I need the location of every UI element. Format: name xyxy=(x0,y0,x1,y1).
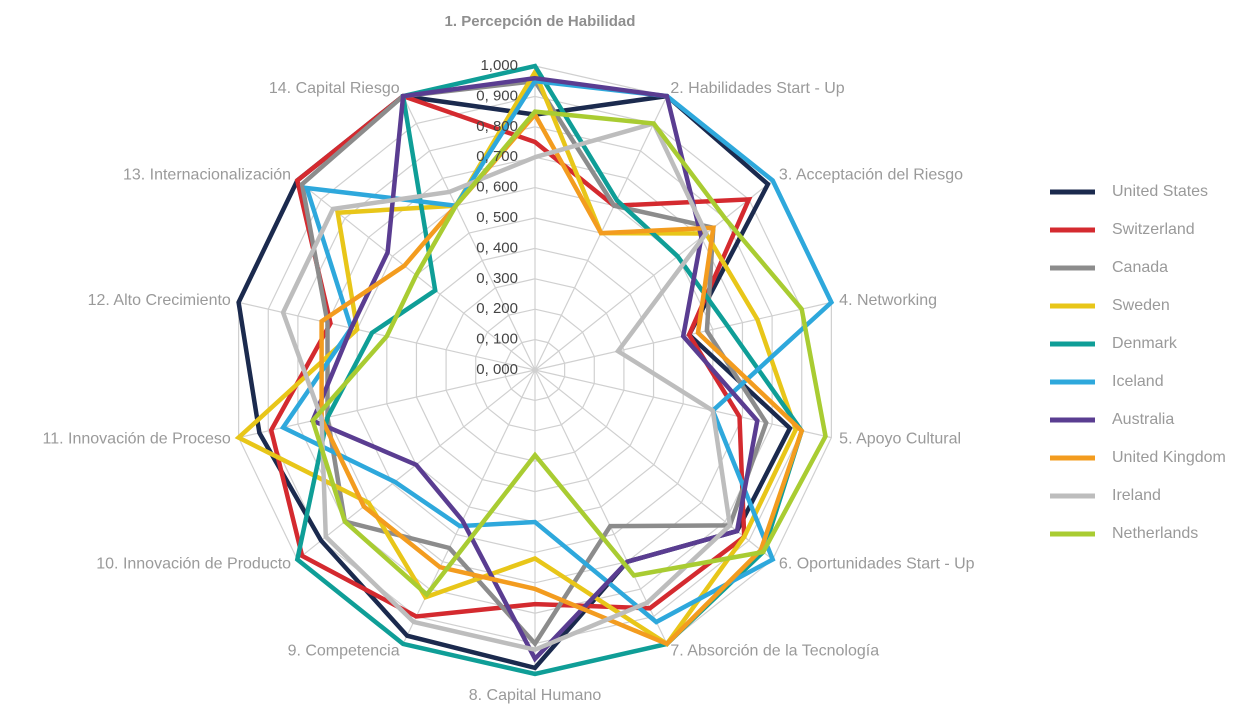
tick-label: 0, 200 xyxy=(476,300,518,317)
spoke xyxy=(534,179,774,371)
tick-label: 0, 700 xyxy=(476,148,518,165)
legend-label: Ireland xyxy=(1112,487,1161,504)
tick-label: 0, 900 xyxy=(476,87,518,104)
category-label: 14. Capital Riesgo xyxy=(269,80,400,97)
category-label: 5. Apoyo Cultural xyxy=(839,431,961,448)
spoke xyxy=(534,369,774,561)
legend-label: Switzerland xyxy=(1112,221,1195,238)
category-label: 13. Internacionalización xyxy=(123,167,291,184)
category-label: 12. Alto Crecimiento xyxy=(88,292,231,309)
category-label: 7. Absorción de la Tecnología xyxy=(670,642,879,659)
tick-label: 0, 400 xyxy=(476,239,518,256)
series-line xyxy=(280,120,733,653)
legend-label: Canada xyxy=(1112,259,1168,276)
legend-label: United Kingdom xyxy=(1112,449,1226,466)
category-label: 9. Competencia xyxy=(288,642,400,659)
series-line xyxy=(319,110,805,647)
category-label: 8. Capital Humano xyxy=(469,687,602,704)
legend-label: Australia xyxy=(1112,411,1174,428)
tick-label: 0, 500 xyxy=(476,209,518,226)
category-label: 4. Networking xyxy=(839,292,937,309)
category-label: 6. Oportunidades Start - Up xyxy=(779,556,975,573)
legend-label: United States xyxy=(1112,183,1208,200)
tick-label: 0, 800 xyxy=(476,118,518,135)
spoke xyxy=(534,369,832,439)
axis-title: 1. Percepción de Habilidad xyxy=(445,13,636,30)
tick-label: 1,000 xyxy=(480,57,518,74)
tick-label: 0, 600 xyxy=(476,179,518,196)
category-label: 10. Innovación de Producto xyxy=(96,556,291,573)
category-label: 3. Acceptación del Riesgo xyxy=(779,167,963,184)
tick-label: 0, 100 xyxy=(476,331,518,348)
legend-label: Sweden xyxy=(1112,297,1170,314)
tick-label: 0, 000 xyxy=(476,361,518,378)
category-label: 11. Innovación de Proceso xyxy=(43,431,231,448)
series-line xyxy=(234,67,799,647)
series-line xyxy=(299,78,769,648)
category-label: 2. Habilidades Start - Up xyxy=(670,80,844,97)
spoke xyxy=(534,369,668,645)
series-line xyxy=(309,75,760,663)
tick-label: 0, 300 xyxy=(476,270,518,287)
spoke xyxy=(238,369,536,439)
legend-label: Iceland xyxy=(1112,373,1164,390)
legend-label: Denmark xyxy=(1112,335,1178,352)
series-line xyxy=(310,109,828,598)
legend-label: Netherlands xyxy=(1112,525,1198,542)
series-line xyxy=(236,93,793,671)
spoke xyxy=(402,95,536,371)
